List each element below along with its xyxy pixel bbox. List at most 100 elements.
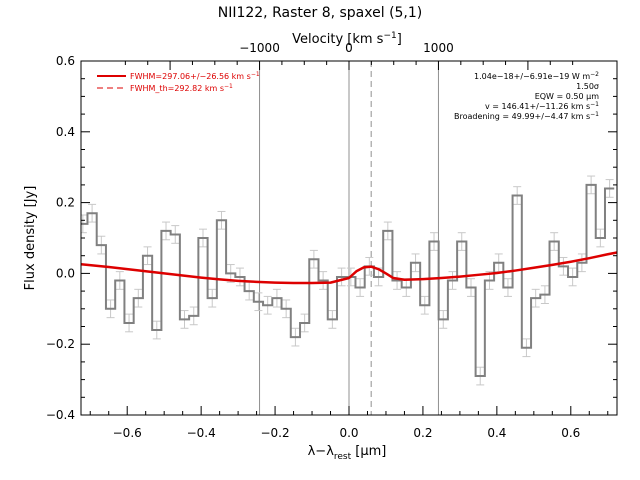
data-point: [571, 276, 574, 278]
data-point: [109, 308, 112, 310]
y-axis-label: Flux density [Jy]: [23, 186, 38, 291]
x-tick-label: 0.2: [413, 426, 432, 440]
data-point: [544, 293, 546, 296]
data-point: [91, 212, 93, 215]
x-tick-label: −0.2: [260, 426, 289, 440]
top-tick-label: 1000: [423, 41, 454, 55]
data-point: [257, 300, 260, 303]
data-point: [581, 261, 583, 264]
data-point: [155, 329, 158, 331]
fit-annotation-text: v = 146.41+/−11.26 km s: [485, 102, 590, 111]
data-point: [128, 322, 130, 324]
fit-annotation: EQW = 0.50 μm: [535, 92, 599, 101]
legend-label-text: FWHM_th=292.82 km s: [130, 84, 224, 93]
data-point: [303, 322, 306, 324]
top-axis-label: Velocity [km s−1]: [292, 31, 402, 47]
fit-annotation-text: 1.50σ: [576, 82, 599, 91]
data-point: [146, 254, 149, 257]
data-point: [119, 279, 121, 282]
fit-annotation: Broadening = 49.99+/−4.47 km s−1: [454, 111, 599, 121]
data-point: [553, 240, 555, 243]
data-point: [405, 286, 408, 289]
fit-annotation: 1.50σ: [576, 82, 599, 91]
chart-title: NII122, Raster 8, spaxel (5,1): [218, 5, 423, 21]
data-point: [183, 318, 186, 321]
data-point: [174, 233, 177, 236]
legend-label-sup: −1: [251, 71, 260, 78]
data-point: [387, 230, 389, 232]
data-point: [451, 279, 454, 282]
data-point: [423, 304, 426, 307]
data-point: [322, 279, 324, 282]
fit-annotation: v = 146.41+/−11.26 km s−1: [485, 101, 599, 111]
y-tick-label: 0.0: [56, 266, 75, 280]
data-step-line: [81, 183, 615, 378]
data-point: [137, 297, 140, 299]
y-tick-label: 0.2: [56, 196, 75, 210]
x-tick-label: 0.4: [487, 426, 506, 440]
data-point: [359, 286, 361, 289]
data-point: [562, 265, 565, 268]
data-point: [396, 279, 398, 282]
data-point: [82, 223, 84, 225]
legend-label: FWHM=297.06+/−26.56 km s−1: [130, 71, 260, 81]
data-point: [507, 286, 509, 289]
y-tick-label: 0.6: [56, 54, 75, 68]
data-point: [331, 318, 334, 321]
data-point: [590, 184, 592, 186]
data-point: [460, 240, 463, 243]
data-point: [488, 279, 491, 282]
x-tick-label: 0.0: [339, 426, 358, 440]
data-point: [248, 290, 250, 292]
plot-area: −0.6 −0.4 −0.2 0.0 0.2 0.4 0.6 −0.4 −0.2 0.0 0.2 0.…: [46, 41, 618, 440]
data-point: [285, 308, 287, 310]
data-point: [220, 219, 223, 222]
data-point: [165, 230, 167, 232]
data-point: [479, 375, 482, 377]
fit-annotation-sup: −2: [590, 71, 599, 78]
data-point: [442, 318, 445, 321]
data-point: [266, 304, 269, 307]
data-point: [414, 261, 417, 264]
data-point: [608, 187, 611, 190]
legend-label-sup: −1: [224, 83, 233, 90]
x-axis-label: λ−λrest [μm]: [308, 444, 387, 462]
fit-annotation-sup: −1: [590, 101, 599, 108]
data-points: [82, 184, 611, 377]
x-tick-label: 0.6: [561, 426, 580, 440]
fit-annotation-text: Broadening = 49.99+/−4.47 km s: [454, 112, 590, 121]
data-point: [211, 297, 214, 299]
y-tick-label: 0.4: [56, 125, 75, 139]
data-point: [313, 258, 315, 261]
data-point: [192, 315, 195, 317]
data-point: [377, 276, 380, 278]
data-point: [525, 346, 528, 349]
data-point: [294, 336, 297, 338]
data-point: [534, 297, 537, 299]
data-point: [599, 237, 602, 239]
fit-annotation-text: 1.04e−18+/−6.91e−19 W m: [474, 72, 590, 81]
legend-label: FWHM_th=292.82 km s−1: [130, 83, 233, 93]
data-point: [433, 240, 435, 243]
x-tick-label: −0.6: [113, 426, 142, 440]
data-point: [340, 276, 343, 278]
legend: FWHM=297.06+/−26.56 km s−1FWHM_th=292.82…: [97, 71, 260, 93]
fit-annotation: 1.04e−18+/−6.91e−19 W m−2: [474, 71, 599, 81]
top-tick-label: −1000: [239, 41, 280, 55]
fit-curve: [81, 251, 617, 285]
fit-annotation-sup: −1: [590, 111, 599, 118]
data-point: [497, 261, 500, 264]
data-point: [516, 194, 518, 197]
error-bars: [81, 175, 614, 386]
legend-label-text: FWHM=297.06+/−26.56 km s: [130, 72, 251, 81]
plot-content: [81, 61, 617, 415]
data-point: [202, 237, 204, 239]
data-point: [100, 244, 103, 246]
data-point: [276, 297, 278, 299]
data-point: [239, 276, 241, 278]
y-tick-label: −0.4: [46, 408, 75, 422]
x-tick-label: −0.4: [187, 426, 216, 440]
data-point: [470, 286, 472, 289]
